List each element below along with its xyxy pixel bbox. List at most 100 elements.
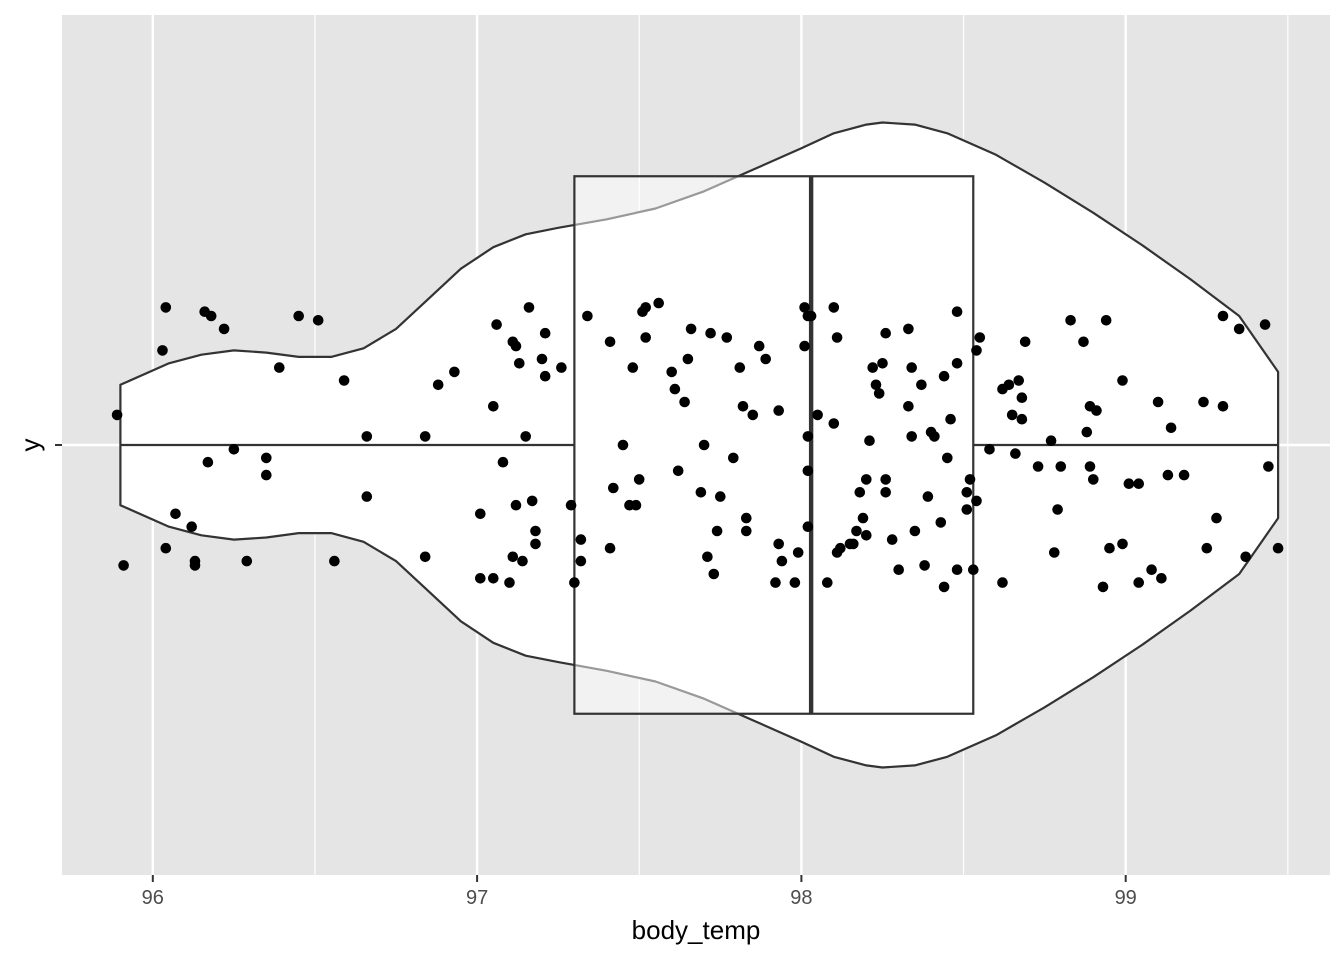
data-point xyxy=(861,530,872,541)
data-point xyxy=(666,366,677,378)
data-point xyxy=(1078,336,1089,348)
data-point xyxy=(799,302,810,313)
data-point xyxy=(951,306,963,318)
data-point xyxy=(539,327,551,339)
data-point xyxy=(653,297,664,309)
data-point xyxy=(575,555,587,567)
data-point xyxy=(488,401,499,412)
data-point xyxy=(682,353,694,365)
data-point xyxy=(828,302,840,313)
data-point xyxy=(760,353,771,365)
data-point xyxy=(822,577,833,588)
data-point xyxy=(997,577,1008,588)
data-point xyxy=(1055,461,1067,472)
data-point xyxy=(640,302,651,313)
data-point xyxy=(951,564,963,575)
data-point xyxy=(886,534,898,545)
data-point xyxy=(218,323,230,335)
data-point xyxy=(604,336,616,348)
data-point xyxy=(338,375,350,386)
data-point xyxy=(261,452,272,464)
data-point xyxy=(1156,573,1167,584)
data-point xyxy=(776,555,788,567)
data-point xyxy=(575,534,587,545)
x-tick-label: 99 xyxy=(1115,887,1137,909)
data-point xyxy=(1006,409,1018,421)
data-point xyxy=(961,504,973,515)
data-point xyxy=(608,482,619,494)
data-point xyxy=(802,521,814,532)
data-point xyxy=(617,439,629,451)
data-point xyxy=(604,542,616,554)
data-point xyxy=(1010,448,1021,459)
data-point xyxy=(1146,564,1157,575)
data-point xyxy=(812,409,823,421)
data-point xyxy=(261,469,272,481)
data-point xyxy=(1097,581,1109,593)
data-point xyxy=(1162,469,1174,481)
data-point xyxy=(971,495,982,507)
data-point xyxy=(530,525,541,537)
data-point xyxy=(488,573,499,584)
data-point xyxy=(695,487,707,498)
data-point xyxy=(1013,375,1024,386)
data-point xyxy=(773,538,784,550)
data-point xyxy=(1123,478,1135,490)
y-axis-title: y xyxy=(15,439,45,452)
data-point xyxy=(160,542,172,554)
data-point xyxy=(507,551,519,563)
data-point xyxy=(189,560,201,571)
data-point xyxy=(1133,577,1144,588)
data-point xyxy=(753,340,765,352)
data-point xyxy=(118,560,129,571)
data-point xyxy=(1104,542,1115,554)
data-point xyxy=(715,491,726,502)
data-point xyxy=(633,474,645,485)
data-point xyxy=(1117,538,1128,550)
data-point xyxy=(877,358,888,369)
data-point xyxy=(893,564,904,575)
data-point xyxy=(848,538,859,550)
data-point xyxy=(916,379,927,391)
jitter-points xyxy=(111,297,1284,593)
data-point xyxy=(520,431,531,442)
data-point xyxy=(854,487,866,498)
data-point xyxy=(711,525,723,537)
data-point xyxy=(1240,551,1251,563)
data-point xyxy=(873,388,885,399)
data-point xyxy=(929,431,940,442)
data-point xyxy=(964,474,976,485)
data-point xyxy=(361,491,373,502)
data-point xyxy=(984,444,995,455)
data-point xyxy=(802,431,814,442)
data-point xyxy=(734,362,746,373)
data-point xyxy=(922,491,934,502)
data-point xyxy=(1088,474,1099,485)
data-point xyxy=(630,499,642,511)
data-point xyxy=(1045,435,1057,447)
data-point xyxy=(867,362,878,373)
data-point xyxy=(1091,405,1102,416)
data-point xyxy=(708,568,720,580)
data-point xyxy=(491,319,502,330)
data-point xyxy=(721,332,733,343)
x-axis-title: body_temp xyxy=(632,915,761,945)
data-point xyxy=(361,431,373,442)
data-point xyxy=(880,327,891,339)
data-point xyxy=(1133,478,1144,490)
data-point xyxy=(1052,504,1063,515)
data-point xyxy=(870,379,882,391)
data-point xyxy=(906,362,917,373)
data-point xyxy=(802,465,814,477)
data-point xyxy=(938,581,950,593)
data-point xyxy=(1117,375,1128,386)
data-point xyxy=(1198,396,1209,408)
data-point xyxy=(1100,315,1112,326)
data-point xyxy=(685,323,697,335)
data-point xyxy=(1032,461,1044,472)
data-point xyxy=(773,405,784,416)
data-point xyxy=(789,577,801,588)
data-point xyxy=(1084,461,1096,472)
data-point xyxy=(530,538,541,550)
data-point xyxy=(274,362,285,373)
